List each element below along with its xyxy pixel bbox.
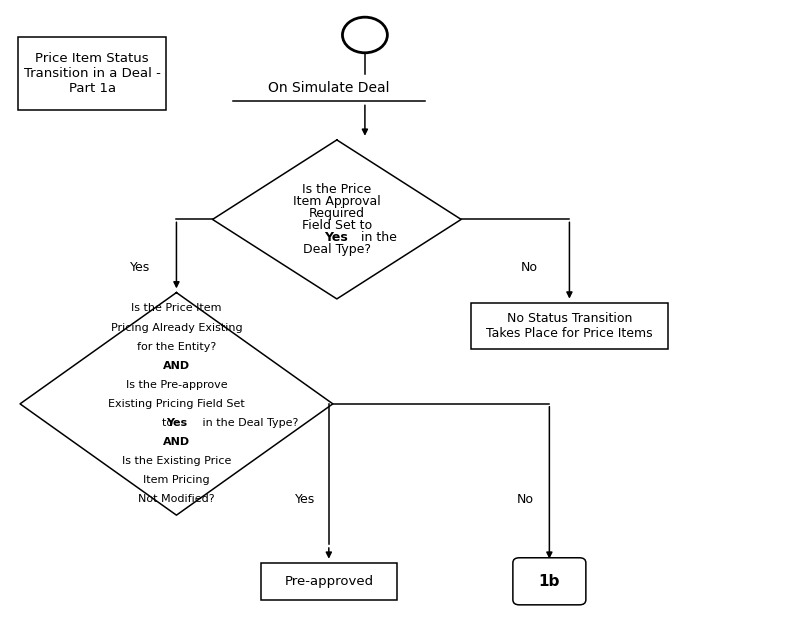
Text: 1b: 1b <box>539 574 560 589</box>
Text: in the: in the <box>357 231 397 244</box>
Text: No Status Transition
Takes Place for Price Items: No Status Transition Takes Place for Pri… <box>486 312 653 340</box>
Text: Yes in the: Yes in the <box>307 231 367 244</box>
FancyBboxPatch shape <box>471 303 667 349</box>
Text: No: No <box>520 261 538 273</box>
Text: Required: Required <box>309 207 365 220</box>
FancyBboxPatch shape <box>261 563 397 600</box>
Text: Yes: Yes <box>166 418 187 428</box>
Text: Pre-approved: Pre-approved <box>284 575 374 588</box>
Text: Pricing Already Existing: Pricing Already Existing <box>111 322 242 333</box>
Text: Yes: Yes <box>294 493 315 506</box>
Text: Is the Pre-approve: Is the Pre-approve <box>126 380 227 390</box>
FancyBboxPatch shape <box>513 558 585 605</box>
Text: AND: AND <box>163 361 190 371</box>
Text: to: to <box>162 418 176 428</box>
Text: Item Pricing: Item Pricing <box>143 475 210 485</box>
Text: Yes: Yes <box>324 231 348 244</box>
Text: Field Set to: Field Set to <box>302 219 372 232</box>
Text: for the Entity?: for the Entity? <box>137 342 216 352</box>
Text: Yes: Yes <box>130 261 151 273</box>
Text: Is the Price Item: Is the Price Item <box>132 303 221 314</box>
Text: Not Modified?: Not Modified? <box>138 494 215 504</box>
Text: AND: AND <box>163 437 190 447</box>
Text: in the Deal Type?: in the Deal Type? <box>199 418 298 428</box>
Text: Deal Type?: Deal Type? <box>303 243 371 256</box>
Text: Existing Pricing Field Set: Existing Pricing Field Set <box>108 399 245 409</box>
Text: Is the Price: Is the Price <box>302 183 371 196</box>
Text: No: No <box>516 493 534 506</box>
Text: Item Approval: Item Approval <box>293 195 381 208</box>
Text: Price Item Status
Transition in a Deal -
Part 1a: Price Item Status Transition in a Deal -… <box>24 52 160 95</box>
Text: Is the Existing Price: Is the Existing Price <box>122 456 231 466</box>
Text: On Simulate Deal: On Simulate Deal <box>268 81 390 95</box>
FancyBboxPatch shape <box>18 36 167 109</box>
